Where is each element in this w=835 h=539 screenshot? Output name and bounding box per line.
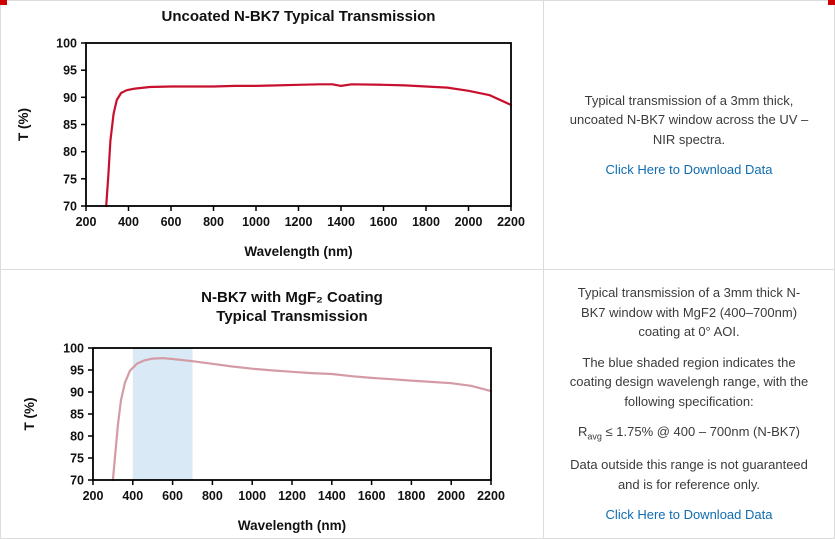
svg-text:800: 800 bbox=[202, 489, 223, 503]
svg-text:400: 400 bbox=[118, 215, 139, 229]
svg-text:75: 75 bbox=[63, 172, 77, 186]
svg-text:100: 100 bbox=[63, 342, 84, 356]
coating-spec-value: ≤ 1.75% @ 400 – 700nm (N-BK7) bbox=[601, 424, 800, 440]
svg-text:1000: 1000 bbox=[242, 215, 270, 229]
coating-shaded-note: The blue shaded region indicates the coa… bbox=[569, 354, 809, 409]
svg-text:1800: 1800 bbox=[397, 489, 425, 503]
coating-disclaimer: Data outside this range is not guarantee… bbox=[570, 457, 808, 492]
uncoated-transmission-chart: 200 400 600 800 1000 1200 1400 1600 1800 2000 2200… bbox=[16, 8, 525, 259]
svg-text:Wavelength (nm): Wavelength (nm) bbox=[244, 244, 352, 259]
svg-text:1400: 1400 bbox=[327, 215, 355, 229]
svg-text:N-BK7 with MgF₂ Coating: N-BK7 with MgF₂ Coating bbox=[201, 289, 383, 306]
svg-text:100: 100 bbox=[56, 37, 77, 51]
svg-text:T (%): T (%) bbox=[16, 108, 31, 141]
svg-text:Wavelength (nm): Wavelength (nm) bbox=[238, 518, 346, 533]
svg-text:70: 70 bbox=[63, 200, 77, 214]
svg-text:80: 80 bbox=[63, 145, 77, 159]
download-data-link-coated[interactable]: Click Here to Download Data bbox=[605, 507, 773, 523]
svg-text:1000: 1000 bbox=[238, 489, 266, 503]
svg-text:95: 95 bbox=[70, 364, 84, 378]
svg-text:800: 800 bbox=[203, 215, 224, 229]
svg-text:1600: 1600 bbox=[358, 489, 386, 503]
svg-text:90: 90 bbox=[70, 386, 84, 400]
svg-text:600: 600 bbox=[162, 489, 183, 503]
svg-text:200: 200 bbox=[83, 489, 104, 503]
download-data-link-uncoated[interactable]: Click Here to Download Data bbox=[605, 162, 773, 177]
red-border-fragment-right bbox=[828, 0, 835, 5]
svg-text:90: 90 bbox=[63, 91, 77, 105]
svg-text:2200: 2200 bbox=[477, 489, 505, 503]
uncoated-description-panel: Typical transmission of a 3mm thick, unc… bbox=[544, 1, 834, 269]
svg-text:1600: 1600 bbox=[370, 215, 398, 229]
svg-text:1400: 1400 bbox=[318, 489, 346, 503]
svg-text:2000: 2000 bbox=[455, 215, 483, 229]
uncoated-description: Typical transmission of a 3mm thick, unc… bbox=[569, 92, 809, 147]
svg-text:Typical Transmission: Typical Transmission bbox=[216, 308, 367, 325]
uncoated-chart-panel: 200 400 600 800 1000 1200 1400 1600 1800 2000 2200… bbox=[1, 1, 543, 269]
coated-transmission-chart: 200 400 600 800 1000 1200 1400 1600 1800 2000 2200… bbox=[22, 289, 505, 533]
svg-text:1200: 1200 bbox=[285, 215, 313, 229]
svg-text:2200: 2200 bbox=[497, 215, 525, 229]
svg-text:2000: 2000 bbox=[437, 489, 465, 503]
svg-text:Uncoated N-BK7 Typical Transmi: Uncoated N-BK7 Typical Transmission bbox=[162, 8, 436, 25]
coating-spec-subscript: avg bbox=[587, 431, 602, 442]
coated-description: Typical transmission of a 3mm thick N-BK… bbox=[577, 285, 801, 340]
svg-text:1800: 1800 bbox=[412, 215, 440, 229]
coating-spec-prefix: R bbox=[578, 424, 588, 440]
svg-text:200: 200 bbox=[76, 215, 97, 229]
svg-text:95: 95 bbox=[63, 64, 77, 78]
svg-text:1200: 1200 bbox=[278, 489, 306, 503]
svg-text:T (%): T (%) bbox=[22, 398, 37, 431]
coated-description-panel: Typical transmission of a 3mm thick N-BK… bbox=[544, 270, 834, 538]
svg-text:85: 85 bbox=[63, 118, 77, 132]
svg-text:75: 75 bbox=[70, 452, 84, 466]
svg-text:400: 400 bbox=[122, 489, 143, 503]
svg-text:70: 70 bbox=[70, 474, 84, 488]
coated-chart-panel: 200 400 600 800 1000 1200 1400 1600 1800 2000 2200… bbox=[1, 270, 543, 538]
svg-text:600: 600 bbox=[161, 215, 182, 229]
red-border-fragment-left bbox=[0, 0, 7, 5]
coating-spec: Ravg ≤ 1.75% @ 400 – 700nm (N-BK7) bbox=[578, 422, 800, 444]
svg-text:85: 85 bbox=[70, 408, 84, 422]
svg-text:80: 80 bbox=[70, 430, 84, 444]
